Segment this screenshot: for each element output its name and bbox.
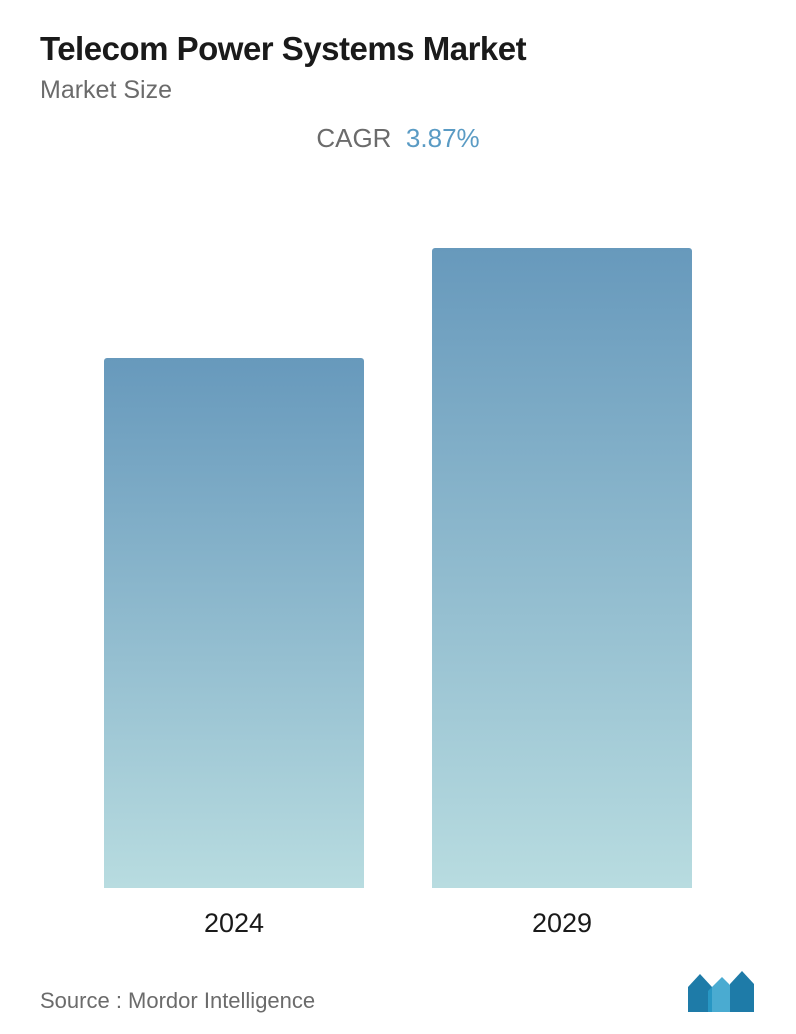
source-text: Source : Mordor Intelligence [40,988,315,1014]
bar-group-2029: 2029 [432,248,692,939]
bar-2029 [432,248,692,888]
chart-subtitle: Market Size [40,76,756,105]
chart-title: Telecom Power Systems Market [40,30,756,68]
cagr-row: CAGR 3.87% [40,123,756,154]
chart-area: 2024 2029 [40,204,756,939]
mordor-logo-icon [686,969,756,1014]
bar-group-2024: 2024 [104,358,364,939]
bar-label-2024: 2024 [204,908,264,939]
cagr-label: CAGR [316,123,391,153]
bar-2024 [104,358,364,888]
bar-label-2029: 2029 [532,908,592,939]
footer: Source : Mordor Intelligence [40,939,756,1014]
cagr-value: 3.87% [406,123,480,153]
